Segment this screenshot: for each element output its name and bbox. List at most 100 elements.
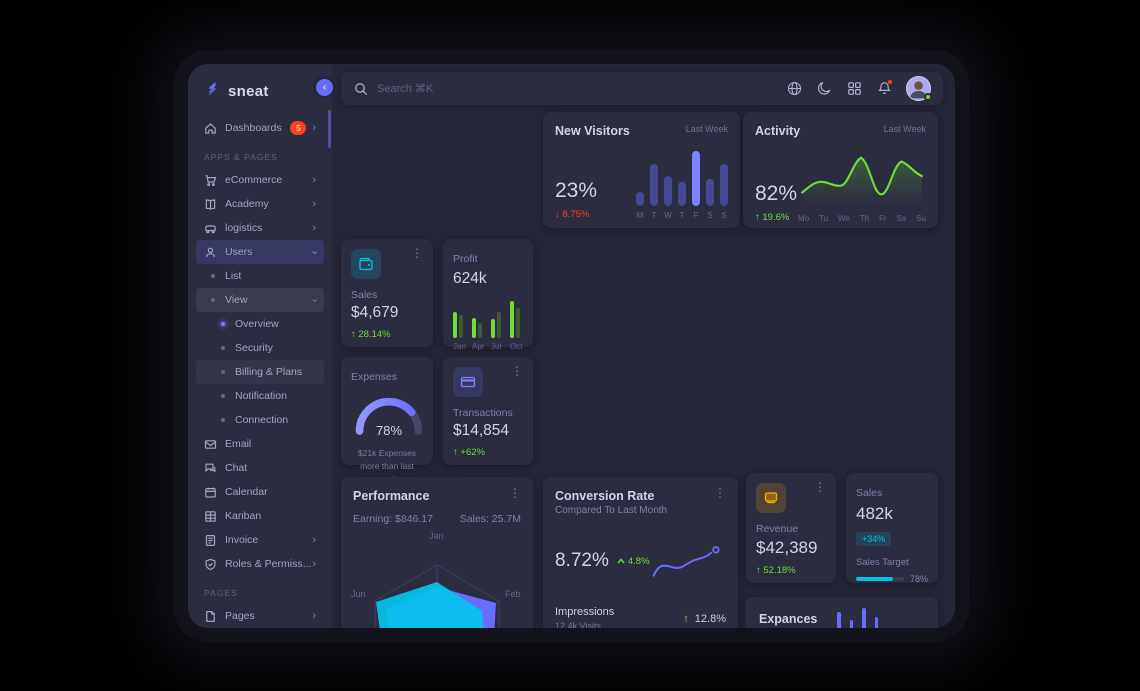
sidebar-item-label: Dashboards xyxy=(225,122,282,134)
sidebar-item-dashboards[interactable]: Dashboards 5 › xyxy=(196,116,324,140)
conversion-line-chart xyxy=(652,546,720,577)
brand[interactable]: sneat xyxy=(188,64,332,112)
sidebar-item-label: Pages xyxy=(225,610,255,622)
language-icon[interactable] xyxy=(786,81,802,97)
radar-label-feb: Feb xyxy=(505,589,521,599)
sidebar-item-academy[interactable]: Academy › xyxy=(196,192,324,216)
sidebar-item-label: Notification xyxy=(235,390,287,402)
sidebar-item-roles-permissions[interactable]: Roles & Permiss... › xyxy=(196,552,324,576)
sidebar-item-notification[interactable]: Notification xyxy=(196,384,324,408)
sidebar-scrollbar-thumb[interactable] xyxy=(328,110,331,148)
notifications-icon[interactable] xyxy=(876,78,893,97)
axis-label: Apr xyxy=(472,342,485,351)
new-visitors-value: 23% xyxy=(555,179,598,202)
credit-card-icon xyxy=(756,483,786,513)
performance-radar-chart: Jan Feb Jun xyxy=(341,527,533,628)
new-visitors-delta: ↓ 8.75% xyxy=(555,209,590,220)
sidebar-item-label: logistics xyxy=(225,222,263,234)
sidebar-item-kanban[interactable]: Kanban xyxy=(196,504,324,528)
dark-mode-icon[interactable] xyxy=(816,81,832,97)
chart-bar xyxy=(837,612,841,628)
sales-overview-card: Sales 482k +34% Sales Target 78% xyxy=(846,473,938,584)
sidebar-item-view[interactable]: View › xyxy=(196,288,324,312)
sidebar-item-billing-plans[interactable]: Billing & Plans xyxy=(196,360,324,384)
axis-label: F xyxy=(693,211,699,220)
apps-icon[interactable] xyxy=(846,81,862,97)
file-icon xyxy=(204,610,217,623)
sidebar-item-users[interactable]: Users › xyxy=(196,240,324,264)
axis-label: Oct xyxy=(510,342,523,351)
axis-label: We xyxy=(837,214,850,223)
sidebar: sneat ‹ Dashboards 5 › APPS & PAGES eCom… xyxy=(188,64,333,628)
sidebar-item-ecommerce[interactable]: eCommerce › xyxy=(196,168,324,192)
sidebar-item-email[interactable]: Email xyxy=(196,432,324,456)
kebab-menu-icon[interactable]: ⋮ xyxy=(714,486,726,500)
sidebar-item-label: Connection xyxy=(235,414,289,426)
axis-label: Jan xyxy=(453,342,466,351)
chart-bar xyxy=(678,182,686,206)
chart-bar xyxy=(472,318,476,338)
sidebar-item-label: Users xyxy=(225,246,253,258)
search-input[interactable] xyxy=(377,82,577,95)
bullet-dot-icon xyxy=(221,394,225,398)
chart-bar xyxy=(706,179,714,206)
axis-label: Mo xyxy=(798,214,810,223)
revenue-delta: ↑ 52.18% xyxy=(756,565,796,576)
search-icon[interactable] xyxy=(353,81,369,97)
transactions-value: $14,854 xyxy=(453,422,510,439)
sidebar-item-label: Billing & Plans xyxy=(235,366,303,378)
kebab-menu-icon[interactable]: ⋮ xyxy=(411,246,423,260)
kebab-menu-icon[interactable]: ⋮ xyxy=(511,364,523,378)
sidebar-item-security[interactable]: Security xyxy=(196,336,324,360)
kebab-menu-icon[interactable]: ⋮ xyxy=(509,486,521,500)
period-label: Last Week xyxy=(883,124,926,134)
credit-card-icon xyxy=(453,367,483,397)
profit-value: 624k xyxy=(453,270,487,287)
avatar[interactable] xyxy=(906,76,932,101)
bullet-dot-icon xyxy=(221,346,225,350)
expenses-label: Expenses xyxy=(351,371,398,383)
sidebar-item-label: List xyxy=(225,270,242,282)
chevron-right-icon: › xyxy=(312,609,316,622)
sidebar-item-label: Roles & Permiss... xyxy=(225,558,312,570)
chart-bar xyxy=(453,312,457,338)
sidebar-item-logistics[interactable]: logistics › xyxy=(196,216,324,240)
chevron-right-icon: › xyxy=(312,197,316,210)
activity-chart: Mo Tu We Th Fr Sa Su xyxy=(798,148,926,223)
sidebar-item-label: Email xyxy=(225,438,252,450)
sidebar-item-label: Overview xyxy=(235,318,279,330)
sidebar-nav: Dashboards 5 › APPS & PAGES eCommerce › … xyxy=(188,116,332,628)
chevron-right-icon: › xyxy=(312,121,316,134)
transactions-card: ⋮ Transactions $14,854 ↑ +62% xyxy=(443,357,533,465)
chart-bar xyxy=(636,192,644,206)
kanban-icon xyxy=(204,510,217,523)
invoice-icon xyxy=(204,534,217,547)
expances-card: Expances xyxy=(745,597,938,628)
sidebar-item-overview[interactable]: Overview xyxy=(196,312,324,336)
kebab-menu-icon[interactable]: ⋮ xyxy=(814,480,826,494)
activity-value: 82% xyxy=(755,182,798,205)
axis-label: Jul xyxy=(491,342,502,351)
brand-name: sneat xyxy=(228,82,269,100)
axis-label: Sa xyxy=(896,214,907,223)
chart-bar xyxy=(510,301,514,338)
period-label: Last Week xyxy=(685,124,728,134)
sidebar-item-invoice[interactable]: Invoice › xyxy=(196,528,324,552)
axis-label: W xyxy=(664,211,672,220)
sidebar-item-calendar[interactable]: Calendar xyxy=(196,480,324,504)
truck-icon xyxy=(204,222,217,235)
sidebar-collapse-button[interactable]: ‹ xyxy=(316,79,333,96)
sidebar-item-connection[interactable]: Connection xyxy=(196,408,324,432)
sidebar-item-pages[interactable]: Pages › xyxy=(196,604,324,628)
sidebar-section-apps-pages: APPS & PAGES xyxy=(204,152,278,162)
profit-card: Profit 624k Jan Apr Jul Oct xyxy=(443,239,533,351)
chart-bar xyxy=(874,617,878,628)
sidebar-item-list[interactable]: List xyxy=(196,264,324,288)
chart-bar xyxy=(497,312,501,338)
axis-label: T xyxy=(679,211,685,220)
wallet-icon xyxy=(351,249,381,279)
sidebar-item-chat[interactable]: Chat xyxy=(196,456,324,480)
topbar-actions xyxy=(786,76,932,101)
